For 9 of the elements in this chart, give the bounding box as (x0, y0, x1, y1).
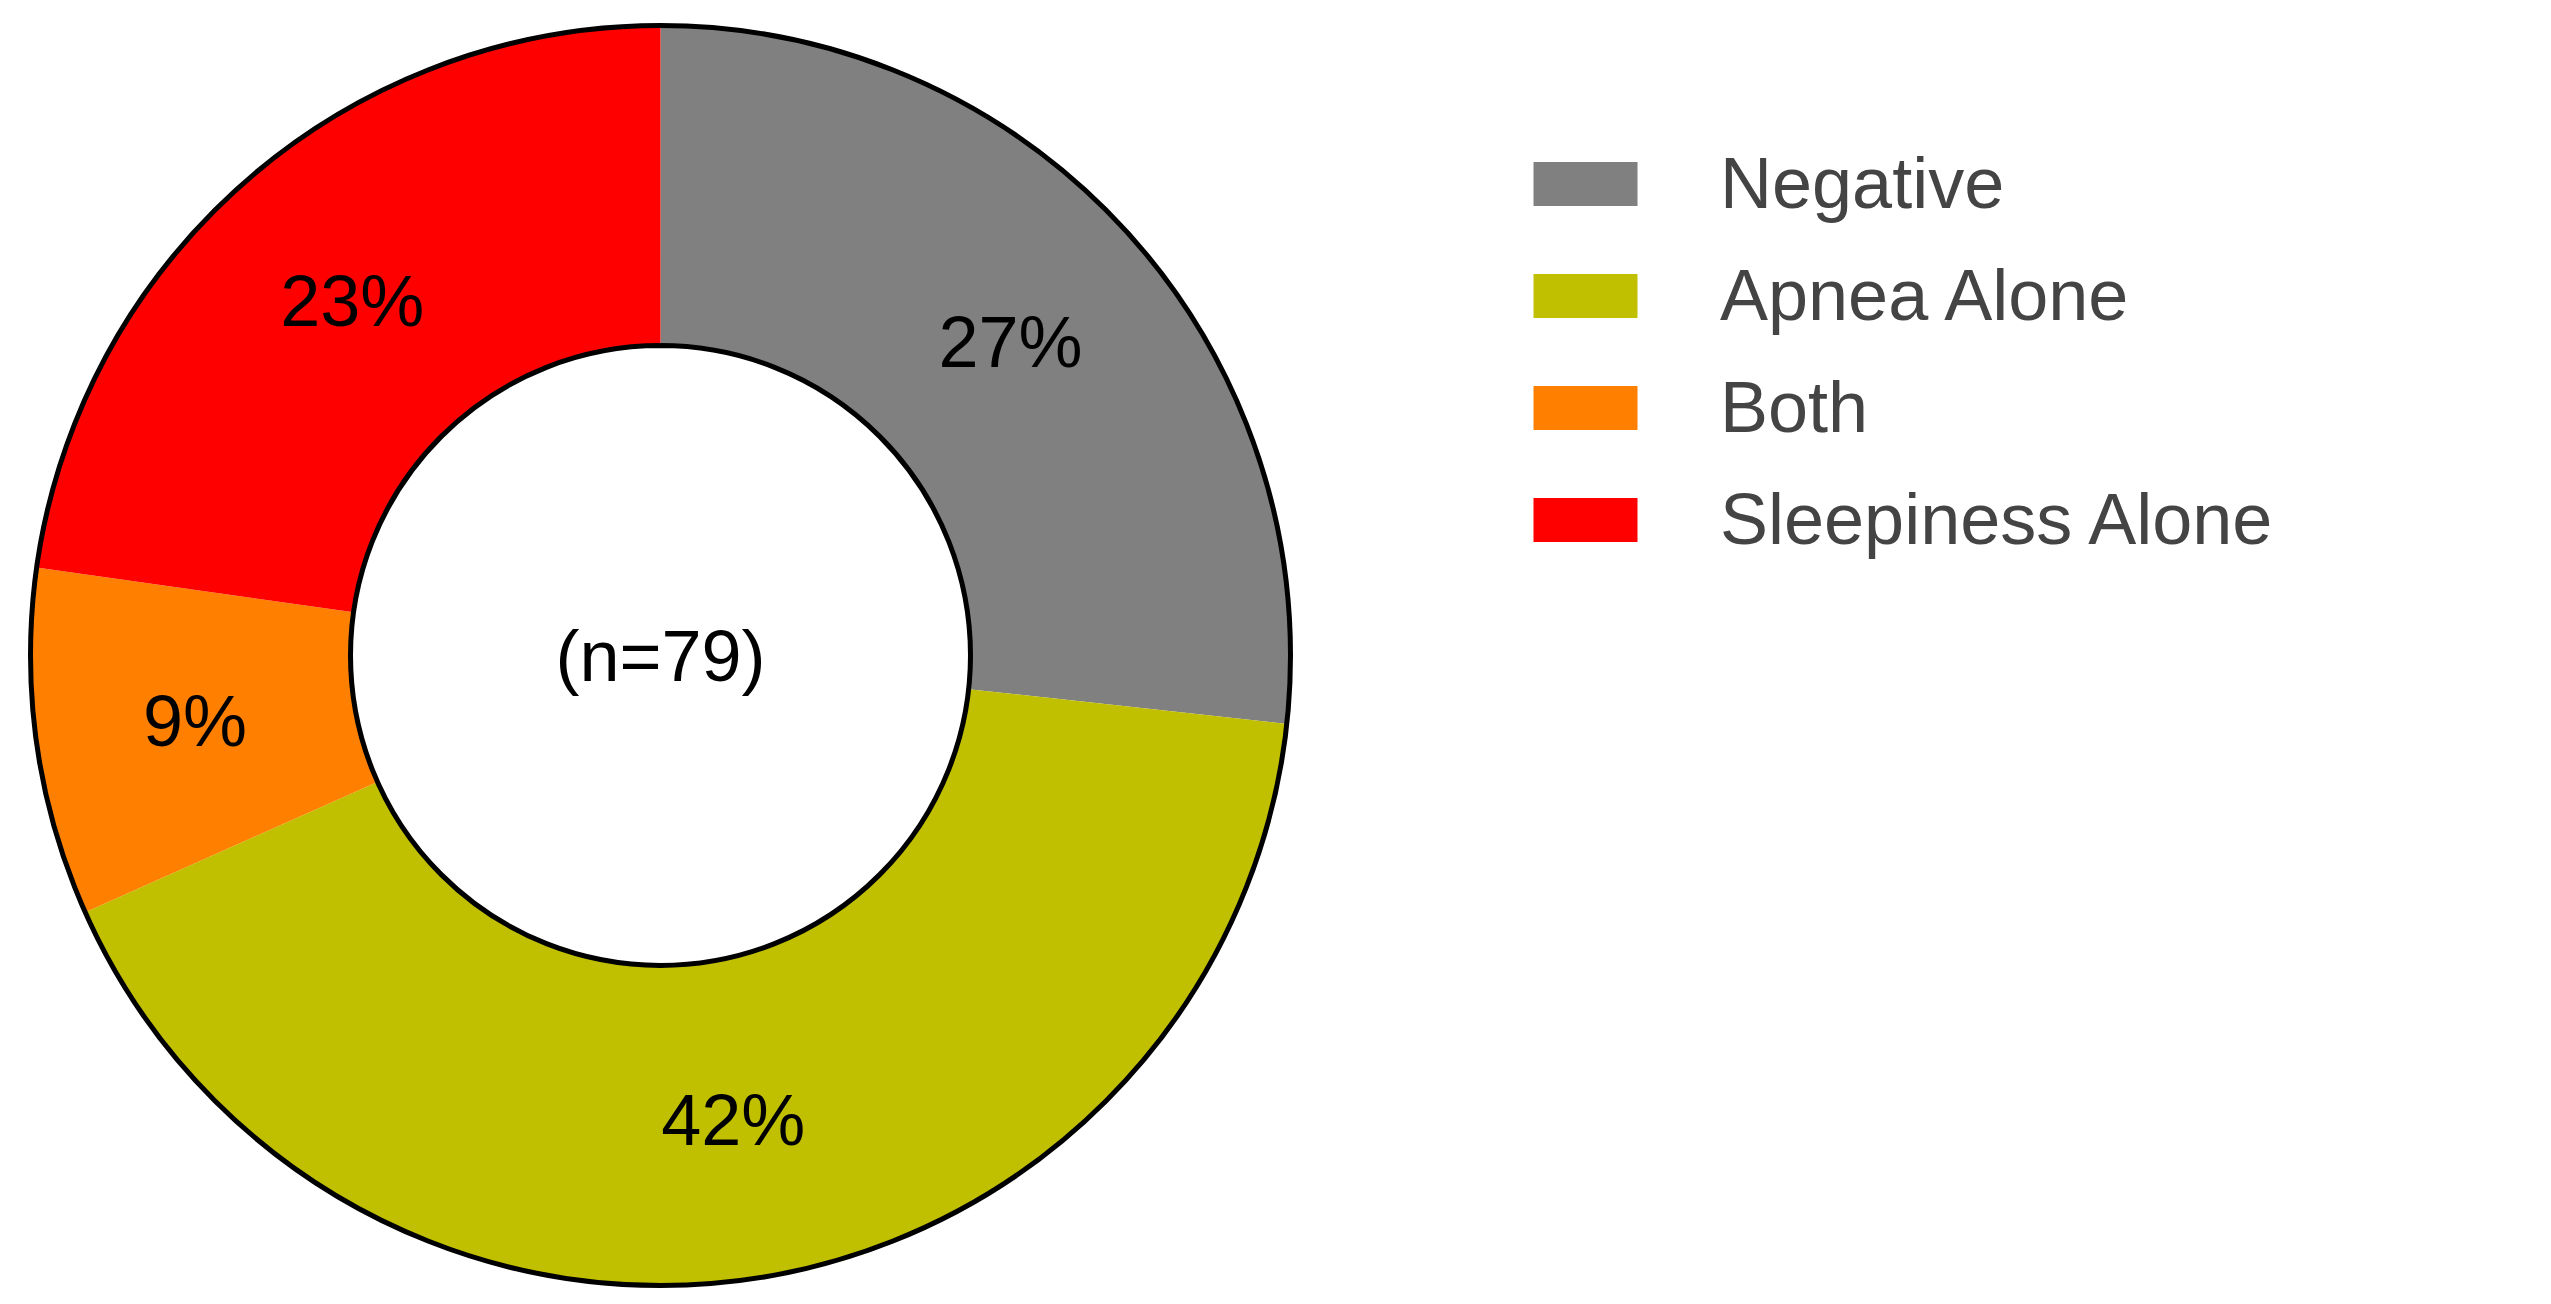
data-label: 42% (661, 1079, 806, 1160)
text: (n=79) (555, 615, 766, 696)
data-label: 23% (280, 260, 425, 341)
legend-label: Both (1720, 366, 1869, 448)
legend-label: Apnea Alone (1720, 254, 2129, 336)
legend-label: Negative (1720, 142, 2005, 224)
data-label: 27% (938, 301, 1083, 382)
legend-label: Sleepiness Alone (1720, 478, 2273, 560)
data-label: 9% (143, 681, 248, 762)
